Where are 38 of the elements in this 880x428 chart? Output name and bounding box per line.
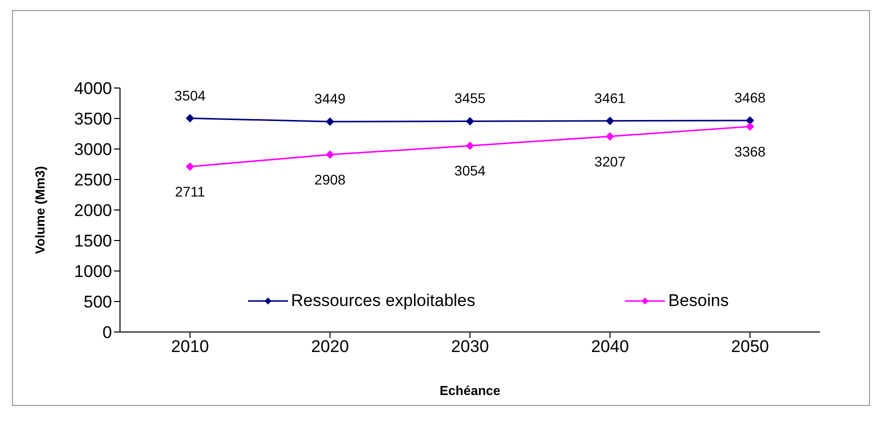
y-tick-label: 3000 bbox=[74, 140, 112, 160]
point bbox=[186, 114, 194, 122]
x-tick-label: 2040 bbox=[591, 337, 629, 356]
y-tick-label: 4000 bbox=[74, 79, 112, 98]
data-label: 3468 bbox=[734, 89, 766, 106]
x-tick-label: 2030 bbox=[451, 337, 489, 356]
point bbox=[186, 162, 194, 171]
point bbox=[466, 117, 474, 126]
point bbox=[326, 118, 334, 126]
y-tick-label: 1000 bbox=[74, 262, 112, 282]
y-tick-label: 0 bbox=[102, 323, 112, 342]
point bbox=[606, 116, 614, 125]
data-label: 3504 bbox=[174, 87, 206, 104]
y-tick-label: 3500 bbox=[74, 110, 112, 129]
point bbox=[466, 142, 474, 150]
y-tick-label: 500 bbox=[84, 292, 112, 312]
data-label: 3054 bbox=[454, 162, 486, 179]
legend-label: Ressources exploitables bbox=[291, 291, 476, 311]
data-label: 3455 bbox=[454, 90, 486, 106]
point bbox=[326, 150, 334, 159]
x-tick-label: 2010 bbox=[171, 337, 209, 356]
x-axis-title: Echéance bbox=[440, 383, 500, 398]
legend-label: Besoins bbox=[668, 291, 729, 311]
point bbox=[746, 122, 754, 131]
data-label: 3449 bbox=[314, 90, 346, 107]
data-label: 3461 bbox=[594, 90, 626, 106]
data-label: 2908 bbox=[314, 172, 346, 188]
x-tick-label: 2050 bbox=[731, 337, 769, 356]
y-tick-label: 2000 bbox=[74, 201, 112, 220]
data-label: 3207 bbox=[594, 153, 626, 170]
y-axis-title: Volume (Mm3) bbox=[32, 166, 48, 254]
x-tick-label: 2020 bbox=[311, 337, 349, 356]
data-label: 3368 bbox=[734, 143, 766, 160]
y-tick-label: 1500 bbox=[74, 232, 112, 251]
point bbox=[606, 132, 614, 140]
data-label: 2711 bbox=[174, 184, 206, 200]
point bbox=[746, 116, 754, 124]
y-tick-label: 2500 bbox=[74, 170, 112, 190]
